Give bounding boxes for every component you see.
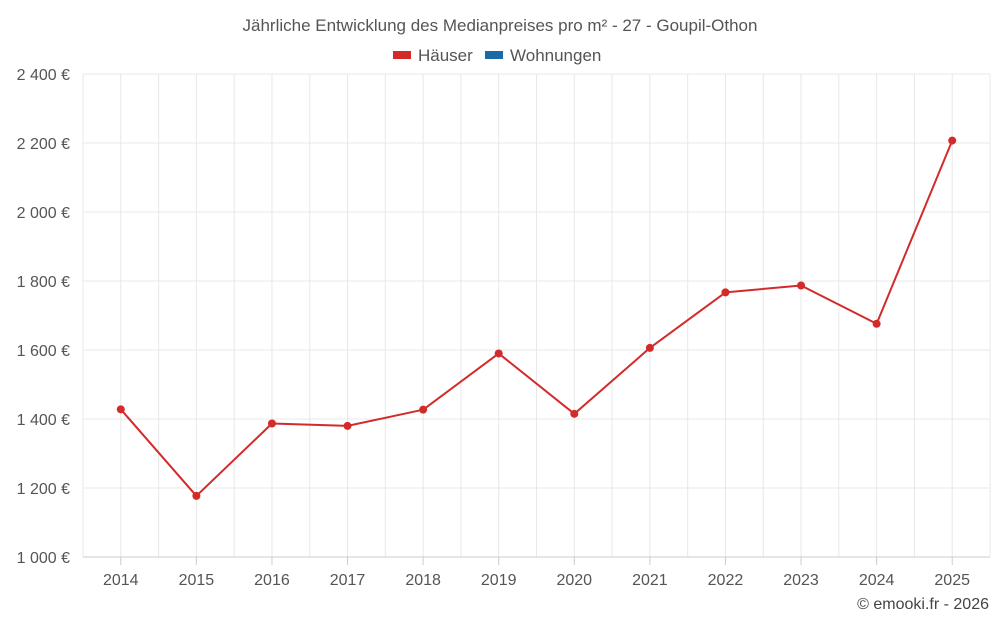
x-tick-label: 2022 [708, 572, 744, 589]
data-point[interactable] [267, 419, 276, 428]
credit-text: © emooki.fr - 2026 [857, 596, 989, 613]
y-tick-label: 1 000 € [17, 550, 70, 567]
x-tick-label: 2024 [859, 572, 895, 589]
data-point[interactable] [494, 349, 503, 358]
grid [82, 73, 991, 558]
y-tick-label: 1 200 € [17, 481, 70, 498]
legend-label-houses: Häuser [418, 46, 473, 65]
data-point[interactable] [570, 409, 579, 418]
chart-title: Jährliche Entwicklung des Medianpreises … [243, 16, 758, 35]
data-point[interactable] [343, 421, 352, 430]
data-point[interactable] [192, 491, 201, 500]
x-tick-label: 2023 [783, 572, 819, 589]
x-axis: 2014 2015 2016 2017 2018 2019 2020 2021 2022 2023… [83, 556, 990, 589]
legend-item-apartments[interactable]: Wohnungen [485, 46, 601, 65]
data-point[interactable] [872, 319, 881, 328]
legend: Häuser Wohnungen [393, 46, 601, 65]
y-tick-label: 2 000 € [17, 205, 70, 222]
data-point[interactable] [797, 281, 806, 290]
data-point[interactable] [645, 343, 654, 352]
data-point[interactable] [721, 288, 730, 297]
y-tick-label: 1 400 € [17, 412, 70, 429]
x-tick-label: 2020 [556, 572, 592, 589]
series-line [120, 140, 954, 497]
y-tick-label: 2 400 € [17, 67, 70, 84]
legend-swatch-houses [393, 51, 411, 59]
legend-item-houses[interactable]: Häuser [393, 46, 473, 65]
y-tick-label: 1 600 € [17, 343, 70, 360]
x-tick-label: 2015 [179, 572, 215, 589]
data-point[interactable] [948, 136, 957, 145]
x-tick-label: 2016 [254, 572, 290, 589]
y-axis: 1 000 € 1 200 € 1 400 € 1 600 € 1 800 € 2 000… [17, 67, 70, 567]
legend-label-apartments: Wohnungen [510, 46, 601, 65]
x-tick-label: 2014 [103, 572, 139, 589]
data-point[interactable] [419, 405, 428, 414]
x-tick-label: 2017 [330, 572, 366, 589]
series-houses [116, 136, 957, 500]
x-tick-label: 2019 [481, 572, 517, 589]
x-tick-label: 2018 [405, 572, 441, 589]
data-point[interactable] [116, 405, 125, 414]
x-tick-label: 2021 [632, 572, 668, 589]
y-tick-label: 1 800 € [17, 274, 70, 291]
legend-swatch-apartments [485, 51, 503, 59]
y-tick-label: 2 200 € [17, 136, 70, 153]
x-tick-label: 2025 [934, 572, 970, 589]
